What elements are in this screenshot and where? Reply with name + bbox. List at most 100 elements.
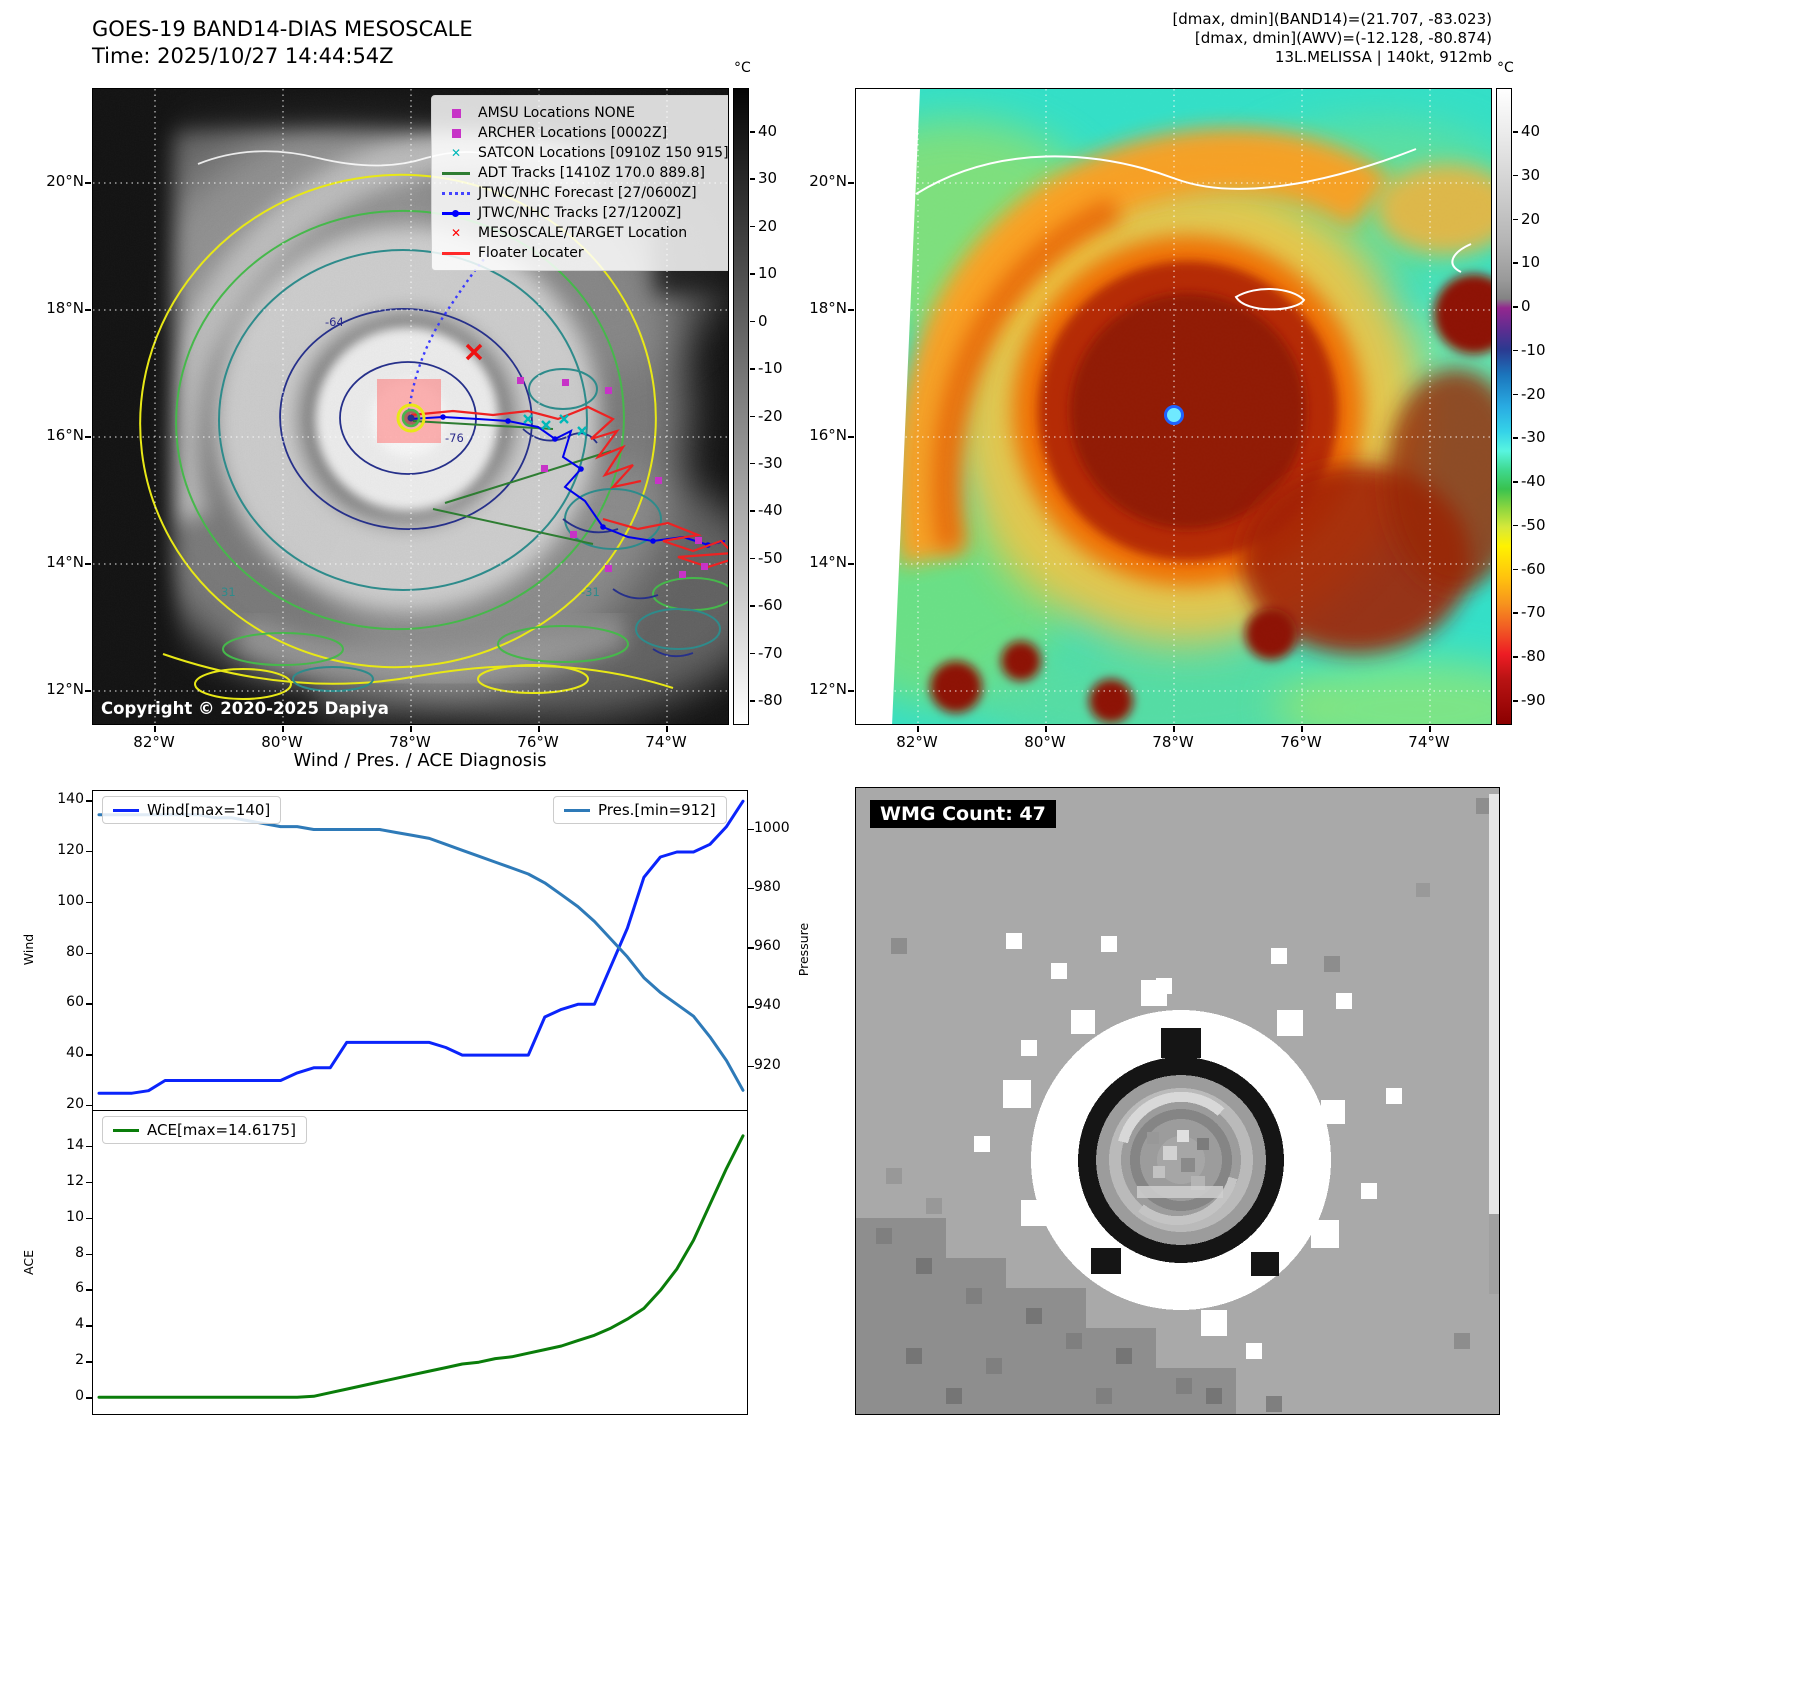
p1-lat-tick-mark xyxy=(85,436,91,438)
x-marker-icon: ✕ xyxy=(450,146,462,160)
wind-axis-tick-mark xyxy=(86,952,92,955)
ace-axis-tick-label: 14 xyxy=(66,1136,84,1153)
p1-colorbar-tick-mark xyxy=(750,510,755,512)
ace-axis-tick-label: 12 xyxy=(66,1172,84,1189)
contour-label: 31 xyxy=(221,585,236,599)
ace-axis-tick-mark xyxy=(86,1361,92,1363)
p2-lat-tick-label: 20°N xyxy=(809,172,847,190)
ace-axis-tick-label: 4 xyxy=(75,1316,84,1333)
ir-contours xyxy=(139,173,728,700)
awv-map-panel xyxy=(855,88,1492,725)
p2-lat-tick-label: 16°N xyxy=(809,426,847,444)
p1-lon-tick-mark xyxy=(538,726,540,732)
pressure-axis-tick-label: 960 xyxy=(754,938,781,955)
pressure-axis-tick-label: 980 xyxy=(754,878,781,895)
p1-lon-tick-mark xyxy=(282,726,284,732)
pressure-axis-tick-mark xyxy=(748,1065,754,1068)
p2-colorbar-tick-label: -30 xyxy=(1521,428,1546,447)
ace-axis-tick-label: 6 xyxy=(75,1280,84,1297)
wind-axis-tick-mark xyxy=(86,1104,92,1107)
pressure-axis-tick-label: 1000 xyxy=(754,819,790,836)
p1-colorbar-tick-mark xyxy=(750,225,755,228)
wind-axis-tick-label: 20 xyxy=(66,1095,84,1112)
p1-colorbar-tick-label: -20 xyxy=(758,406,783,425)
legend-item: JTWC/NHC Tracks [27/1200Z] xyxy=(441,203,728,223)
p2-colorbar-tick-mark xyxy=(1513,481,1518,483)
p1-colorbar-tick-label: 30 xyxy=(758,169,778,188)
band14-satellite-image xyxy=(93,89,728,724)
p1-colorbar-tick-mark xyxy=(750,652,755,655)
p2-lon-tick-label: 78°W xyxy=(1152,733,1194,751)
dark-terrain-region xyxy=(856,1168,1282,1414)
awv-colorbar xyxy=(1496,88,1512,725)
wind-axis-tick-mark xyxy=(86,800,92,802)
wind-axis-tick-mark xyxy=(86,850,92,853)
map-legend: AMSU Locations NONE ARCHER Locations [000… xyxy=(431,95,728,271)
p2-lat-tick-mark xyxy=(848,309,854,311)
p1-lat-tick-mark xyxy=(85,182,91,184)
legend-label: AMSU Locations NONE xyxy=(478,105,636,121)
contour-label: -76 xyxy=(445,431,464,445)
p2-lat-tick-label: 14°N xyxy=(809,553,847,571)
line-dot-marker-icon xyxy=(441,209,471,217)
p1-colorbar-tick-label: -40 xyxy=(758,501,783,520)
p2-lat-tick-mark xyxy=(848,436,854,438)
p2-lon-tick-mark xyxy=(1429,726,1431,732)
p1-lat-tick-label: 18°N xyxy=(46,299,84,317)
copyright-text: Copyright © 2020-2025 Dapiya xyxy=(101,699,389,718)
wind-pressure-chart xyxy=(92,790,748,1110)
p2-colorbar-tick-label: -80 xyxy=(1521,647,1546,666)
swath-edge xyxy=(856,89,920,724)
p2-colorbar-tick-mark xyxy=(1513,568,1518,571)
pressure-axis-tick-mark xyxy=(748,947,754,949)
p2-lon-tick-mark xyxy=(1045,726,1047,732)
ace-axis-tick-label: 0 xyxy=(75,1388,84,1405)
wind-axis-tick-label: 80 xyxy=(66,943,84,960)
pressure-axis-tick-mark xyxy=(748,1006,754,1008)
p1-colorbar-tick-mark xyxy=(750,320,755,323)
p2-colorbar-tick-label: 30 xyxy=(1521,165,1541,184)
pressure-line-swatch xyxy=(564,808,590,812)
p2-lat-tick-label: 18°N xyxy=(809,299,847,317)
legend-label: Floater Locater xyxy=(478,245,584,261)
ace-axis-tick-mark xyxy=(86,1325,92,1327)
ace-axis-tick-label: 10 xyxy=(66,1208,84,1225)
p2-colorbar-tick-label: 10 xyxy=(1521,253,1541,272)
wind-axis-tick-label: 100 xyxy=(57,892,84,909)
p2-lon-tick-mark xyxy=(917,726,919,732)
awv-header-block: [dmax, dmin](BAND14)=(21.707, -83.023) [… xyxy=(992,10,1492,67)
p1-lat-tick-label: 12°N xyxy=(46,680,84,698)
wind-axis-tick-label: 120 xyxy=(57,841,84,858)
p2-lon-tick-mark xyxy=(1301,726,1303,732)
jtwc-forecast-track xyxy=(407,250,492,412)
p2-colorbar-tick-mark xyxy=(1513,262,1518,264)
p1-lat-tick-label: 14°N xyxy=(46,553,84,571)
jtwc-track xyxy=(410,414,726,548)
pressure-axis-tick-label: 940 xyxy=(754,997,781,1014)
p2-colorbar-tick-label: -40 xyxy=(1521,472,1546,491)
p2-colorbar-tick-label: 40 xyxy=(1521,122,1541,140)
awv-colorbar-unit: °C xyxy=(1497,60,1514,76)
p1-colorbar-tick-label: 10 xyxy=(758,264,778,283)
legend-label: ARCHER Locations [0002Z] xyxy=(478,125,668,141)
p1-lat-tick-label: 20°N xyxy=(46,172,84,190)
p1-colorbar-tick-label: 40 xyxy=(758,122,778,140)
edge-strip xyxy=(1489,794,1499,1214)
ace-axis-tick-label: 8 xyxy=(75,1244,84,1261)
edge-strip-lower xyxy=(1489,1214,1499,1294)
ace-axis-tick-mark xyxy=(86,1253,92,1256)
band14-colorbar-unit: °C xyxy=(734,60,751,76)
p1-colorbar-tick-label: -60 xyxy=(758,596,783,615)
x-marker-icon: ✕ xyxy=(450,226,462,240)
diagnosis-title: Wind / Pres. / ACE Diagnosis xyxy=(293,750,547,771)
p2-colorbar-tick-mark xyxy=(1513,306,1518,308)
square-marker-icon xyxy=(441,108,471,118)
wmg-count-badge: WMG Count: 47 xyxy=(870,800,1056,828)
p2-lon-tick-label: 74°W xyxy=(1408,733,1450,751)
pressure-axis-tick-label: 920 xyxy=(754,1056,781,1073)
wind-axis-tick-label: 40 xyxy=(66,1045,84,1062)
p2-colorbar-tick-label: 20 xyxy=(1521,209,1541,228)
p1-lat-tick-label: 16°N xyxy=(46,426,84,444)
p1-lon-tick-label: 78°W xyxy=(389,733,431,751)
